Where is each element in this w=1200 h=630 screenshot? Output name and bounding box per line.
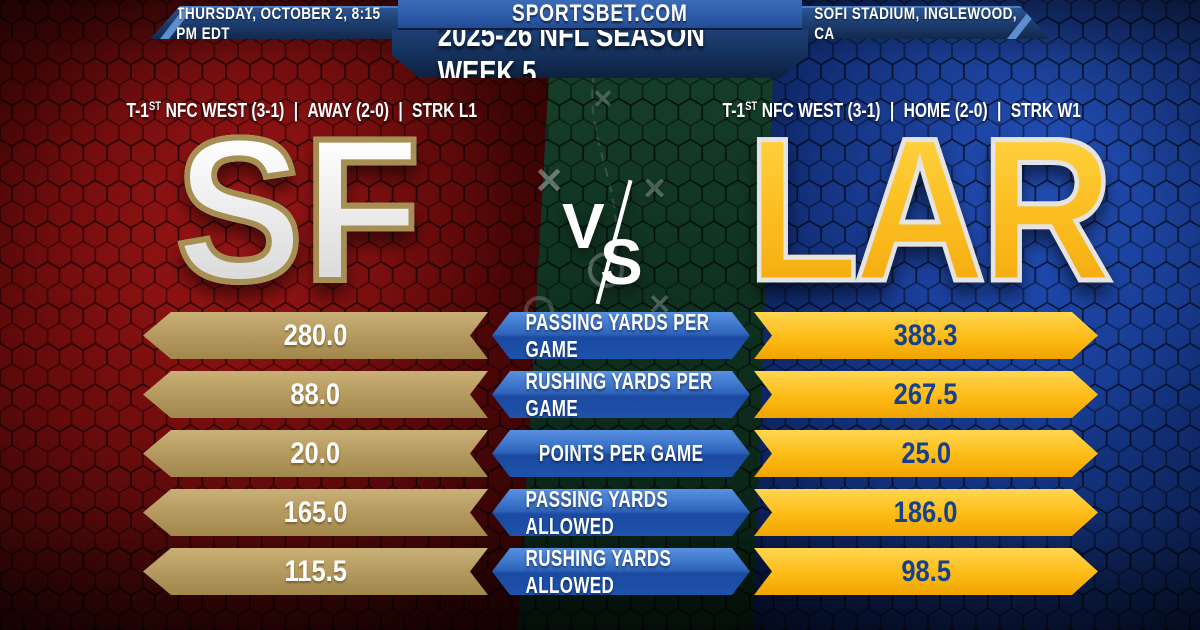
vs-letter-v: V xyxy=(562,190,605,262)
stat-label: POINTS PER GAME xyxy=(492,430,750,477)
stat-label: RUSHING YARDS PER GAME xyxy=(492,371,750,418)
home-stat-value: 186.0 xyxy=(754,489,1098,536)
away-stat-value: 165.0 xyxy=(143,489,488,536)
home-stat-value: 25.0 xyxy=(754,430,1098,477)
site-label: SPORTSBET.COM xyxy=(512,0,688,27)
x-marker-icon: ✕ xyxy=(592,84,614,114)
game-datetime-banner: THURSDAY, OCTOBER 2, 8:15 PM EDT xyxy=(150,6,412,39)
site-banner: SPORTSBET.COM xyxy=(398,0,802,30)
table-row: 165.0 PASSING YARDS ALLOWED 186.0 xyxy=(143,489,1098,536)
away-stat-value: 20.0 xyxy=(143,430,488,477)
venue-label: SOFI STADIUM, INGLEWOOD, CA xyxy=(814,3,1017,43)
venue-banner: SOFI STADIUM, INGLEWOOD, CA xyxy=(788,6,1050,39)
table-row: 88.0 RUSHING YARDS PER GAME 267.5 xyxy=(143,371,1098,418)
away-stat-value: 88.0 xyxy=(143,371,488,418)
game-datetime-label: THURSDAY, OCTOBER 2, 8:15 PM EDT xyxy=(176,3,381,43)
table-row: 115.5 RUSHING YARDS ALLOWED 98.5 xyxy=(143,548,1098,595)
vs-letter-s: S xyxy=(600,226,643,298)
stat-label: PASSING YARDS PER GAME xyxy=(492,312,750,359)
away-stat-value: 115.5 xyxy=(143,548,488,595)
home-stat-value: 388.3 xyxy=(754,312,1098,359)
home-stat-value: 267.5 xyxy=(754,371,1098,418)
title-banner: 2025-26 NFL SEASON WEEK 5 xyxy=(392,30,808,78)
away-stat-value: 280.0 xyxy=(143,312,488,359)
stat-label: RUSHING YARDS ALLOWED xyxy=(492,548,750,595)
table-row: 280.0 PASSING YARDS PER GAME 388.3 xyxy=(143,312,1098,359)
table-row: 20.0 POINTS PER GAME 25.0 xyxy=(143,430,1098,477)
away-team-abbr: SF xyxy=(101,105,496,315)
stats-table: 280.0 PASSING YARDS PER GAME 388.3 88.0 … xyxy=(143,312,1098,595)
stat-label: PASSING YARDS ALLOWED xyxy=(492,489,750,536)
home-team-abbr: LAR xyxy=(705,106,1151,315)
vs-badge: V S xyxy=(556,179,660,306)
home-stat-value: 98.5 xyxy=(754,548,1098,595)
